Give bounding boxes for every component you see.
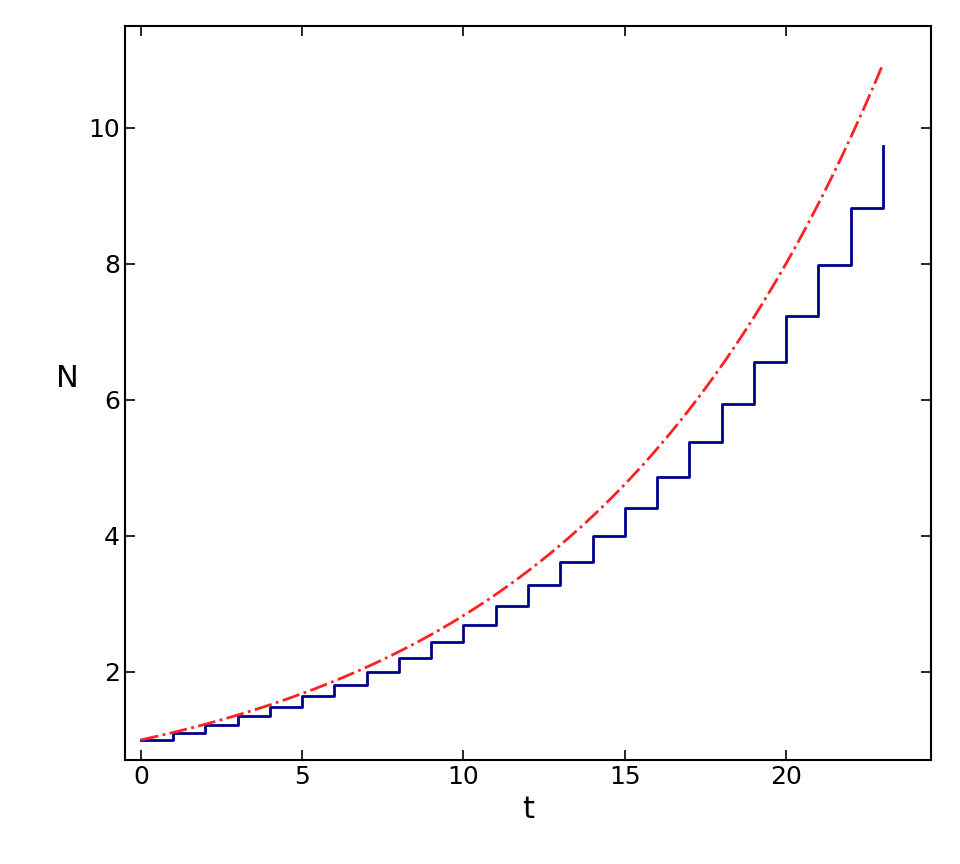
Y-axis label: N: N — [56, 364, 79, 393]
X-axis label: t: t — [522, 795, 534, 823]
